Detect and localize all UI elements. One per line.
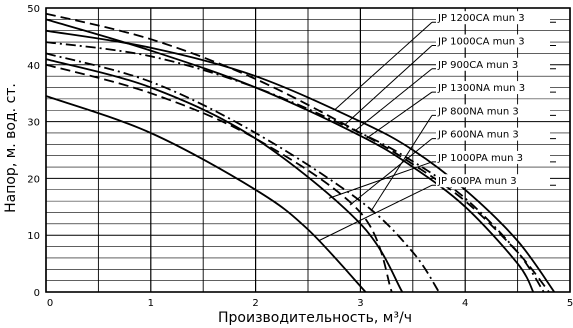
legend-label-background [436,34,550,48]
legend-leader-line [318,184,433,242]
legend: JP 1200CA mun 3 JP 1000CA mun 3 JP 900CA m… [318,11,556,242]
legend-label-background [436,81,550,95]
minor-grid [46,8,570,292]
legend-entry-label: JP 1200CA mun 3 [437,13,525,24]
x-axis-label: Производительность, м³/ч [218,310,412,326]
series-curve [45,52,440,293]
y-tick-label: 0 [34,288,40,299]
legend-entry-label: JP 800NA mun 3 [437,106,519,117]
y-axis-label: Напор, м. вод. ст. [3,83,19,213]
x-tick-label: 5 [567,298,573,309]
legend-label-background [436,174,550,188]
x-tick-label: 0 [47,298,53,309]
legend-entry-label: JP 1000PA mun 3 [437,153,523,164]
performance-curves [45,12,556,293]
series-curve [45,18,535,293]
legend-leader-line [333,21,433,111]
series-curve [45,95,367,293]
legend-leader-line [349,138,433,206]
plot-frame [45,7,571,293]
y-tick-label: 20 [27,174,40,185]
x-tick-label: 2 [252,298,258,309]
legend-entry-label: JP 900CA mun 3 [437,60,518,71]
legend-label-background [436,104,550,118]
legend-label-background [436,57,550,71]
x-tick-label: 3 [357,298,363,309]
x-tick-label: 4 [462,298,468,309]
x-tick-label: 1 [148,298,154,309]
legend-entry-label: JP 1000CA mun 3 [437,36,525,47]
legend-leader-line [354,68,433,132]
y-tick-label: 50 [27,4,40,15]
legend-leader-line [328,161,433,199]
series-curve [45,63,393,293]
y-tick-label: 40 [27,61,40,72]
legend-leader-line [365,91,433,140]
y-tick-label: 10 [27,231,40,242]
legend-entry-label: JP 600NA mun 3 [437,130,519,141]
y-tick-label: 30 [27,118,40,129]
legend-label-background [436,150,550,164]
legend-label-background [436,127,550,141]
x-axis-ticks: 0 1 2 3 4 5 [47,298,573,309]
legend-leader-line [344,45,433,126]
y-axis-ticks: 0 10 20 30 40 50 [27,4,40,299]
legend-entry-label: JP 1300NA mun 3 [437,83,525,94]
legend-label-background [436,11,550,25]
legend-entry-label: JP 600PA mun 3 [437,176,517,187]
series-curve [45,58,404,293]
series-curve [45,41,545,293]
series-curve [45,29,556,293]
